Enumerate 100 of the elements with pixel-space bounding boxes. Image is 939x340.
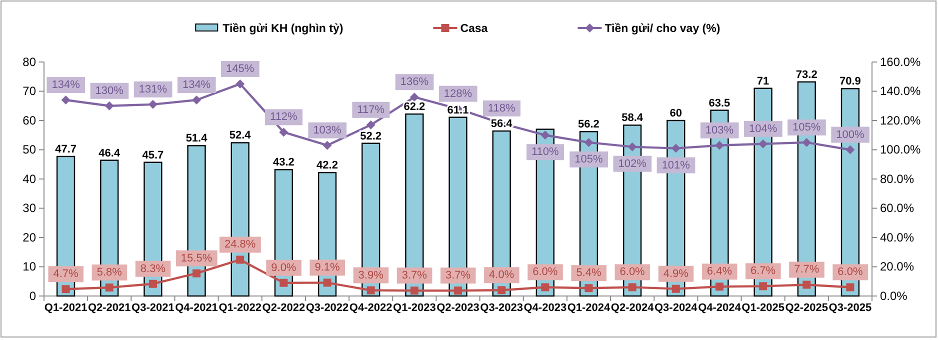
point bbox=[541, 283, 550, 292]
data-label: 43.2 bbox=[272, 156, 294, 169]
point bbox=[192, 269, 201, 278]
point bbox=[280, 278, 288, 287]
data-label: 136% bbox=[400, 76, 429, 88]
data-label: 3.7% bbox=[445, 270, 471, 282]
data-label: 56.2 bbox=[578, 118, 600, 131]
data-label: 102% bbox=[618, 158, 647, 170]
x-tick-label: Q4-2022 bbox=[349, 302, 392, 314]
point bbox=[628, 283, 636, 292]
x-tick-label: Q3-2022 bbox=[306, 302, 349, 314]
x-tick-label: Q1-2024 bbox=[567, 302, 612, 314]
point bbox=[584, 284, 593, 292]
data-label: 15.5% bbox=[180, 252, 212, 264]
point bbox=[454, 286, 462, 295]
point bbox=[672, 284, 680, 293]
data-label: 101% bbox=[662, 159, 690, 172]
y-tick-label: 10 bbox=[22, 260, 36, 274]
data-label: 131% bbox=[138, 83, 168, 96]
data-label: 73.2 bbox=[796, 68, 818, 81]
data-label: 130% bbox=[95, 84, 124, 97]
x-tick-label: Q4-2023 bbox=[524, 302, 567, 314]
data-label: 4.7% bbox=[53, 268, 79, 280]
data-label: 45.7 bbox=[142, 149, 164, 162]
y2-tick-label: 40.0% bbox=[880, 230, 914, 244]
point bbox=[802, 280, 811, 289]
data-label: 3.7% bbox=[402, 270, 428, 282]
data-label: 6.7% bbox=[750, 265, 776, 278]
data-label: 4.9% bbox=[663, 268, 689, 280]
point bbox=[236, 79, 245, 88]
data-label: 128% bbox=[444, 88, 472, 100]
y-tick-label: 60 bbox=[22, 113, 36, 128]
y-tick-label: 40 bbox=[22, 172, 36, 186]
data-label: 104% bbox=[748, 122, 778, 135]
point bbox=[671, 144, 680, 153]
x-tick-label: Q3-2023 bbox=[480, 302, 523, 314]
x-tick-label: Q3-2024 bbox=[654, 302, 698, 314]
point bbox=[61, 96, 70, 105]
legend-label: Tiền gửi KH (nghìn tỷ) bbox=[222, 23, 344, 35]
data-label: 4.0% bbox=[489, 269, 514, 282]
y-tick-label: 70 bbox=[22, 84, 36, 98]
y-tick-label: 20 bbox=[22, 230, 36, 244]
legend-label: Casa bbox=[460, 23, 488, 35]
point bbox=[148, 100, 158, 109]
data-label: 9.0% bbox=[271, 262, 296, 274]
legend-label: Tiền gửi/ cho vay (%) bbox=[604, 23, 720, 35]
x-tick-label: Q3-2025 bbox=[828, 302, 872, 314]
data-label: 5.4% bbox=[576, 267, 602, 280]
data-label: 6.0% bbox=[532, 266, 558, 278]
data-label: 56.4 bbox=[490, 118, 514, 130]
data-label: 24.8% bbox=[224, 238, 256, 251]
data-label: 71 bbox=[756, 75, 770, 88]
point bbox=[628, 142, 637, 152]
data-label: 9.1% bbox=[314, 262, 340, 274]
point bbox=[105, 284, 114, 292]
y2-tick-label: 20.0% bbox=[880, 260, 914, 274]
x-tick-label: Q1-2022 bbox=[218, 302, 262, 314]
point bbox=[366, 286, 375, 294]
data-label: 46.4 bbox=[98, 147, 121, 160]
point bbox=[148, 280, 157, 288]
data-label: 103% bbox=[313, 124, 342, 136]
y2-tick-label: 0.0% bbox=[880, 288, 908, 303]
y2-tick-label: 160.0% bbox=[880, 54, 922, 69]
data-label: 3.9% bbox=[358, 269, 384, 282]
y-tick-label: 50 bbox=[22, 142, 36, 157]
data-label: 105% bbox=[574, 153, 604, 166]
data-label: 6.0% bbox=[620, 266, 646, 278]
point bbox=[758, 139, 768, 148]
data-label: 134% bbox=[182, 79, 211, 92]
data-label: 58.4 bbox=[622, 112, 644, 124]
x-tick-label: Q1-2025 bbox=[742, 302, 784, 314]
data-label: 117% bbox=[357, 104, 385, 116]
y2-tick-label: 120.0% bbox=[880, 113, 922, 128]
data-label: 110% bbox=[531, 146, 560, 158]
y-tick-label: 0 bbox=[29, 288, 36, 303]
point bbox=[366, 120, 376, 130]
data-label: 70.9 bbox=[840, 76, 861, 88]
y2-tick-label: 60.0% bbox=[880, 201, 914, 216]
point bbox=[104, 101, 114, 110]
x-tick-label: Q4-2024 bbox=[698, 302, 742, 314]
data-label: 118% bbox=[488, 102, 516, 114]
y-tick-label: 80 bbox=[22, 54, 36, 69]
data-label: 60 bbox=[670, 108, 682, 120]
point bbox=[410, 92, 419, 102]
data-label: 47.7 bbox=[55, 143, 76, 156]
x-tick-label: Q1-2023 bbox=[393, 302, 436, 314]
point bbox=[410, 286, 418, 295]
x-tick-label: Q4-2021 bbox=[175, 302, 218, 314]
data-label: 52.4 bbox=[229, 130, 252, 142]
point bbox=[540, 130, 550, 140]
data-label: 6.4% bbox=[706, 266, 732, 278]
data-label: 42.2 bbox=[316, 160, 338, 172]
x-tick-label: Q2-2023 bbox=[436, 302, 480, 314]
data-label: 105% bbox=[792, 121, 821, 134]
data-label: 5.8% bbox=[96, 266, 122, 279]
data-label: 6.0% bbox=[838, 266, 863, 278]
x-tick-label: Q2-2025 bbox=[785, 302, 828, 314]
data-label: 145% bbox=[226, 62, 254, 75]
point bbox=[236, 256, 244, 264]
point bbox=[584, 138, 594, 147]
